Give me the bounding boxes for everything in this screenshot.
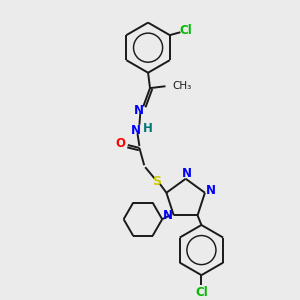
Text: N: N xyxy=(206,184,216,197)
Text: N: N xyxy=(134,104,143,117)
Text: H: H xyxy=(143,122,153,135)
Text: Cl: Cl xyxy=(180,24,193,37)
Text: S: S xyxy=(152,175,161,188)
Text: O: O xyxy=(115,136,125,150)
Text: N: N xyxy=(163,209,173,222)
Text: N: N xyxy=(130,124,140,137)
Text: CH₃: CH₃ xyxy=(172,81,191,91)
Text: N: N xyxy=(182,167,192,180)
Text: Cl: Cl xyxy=(195,286,208,299)
